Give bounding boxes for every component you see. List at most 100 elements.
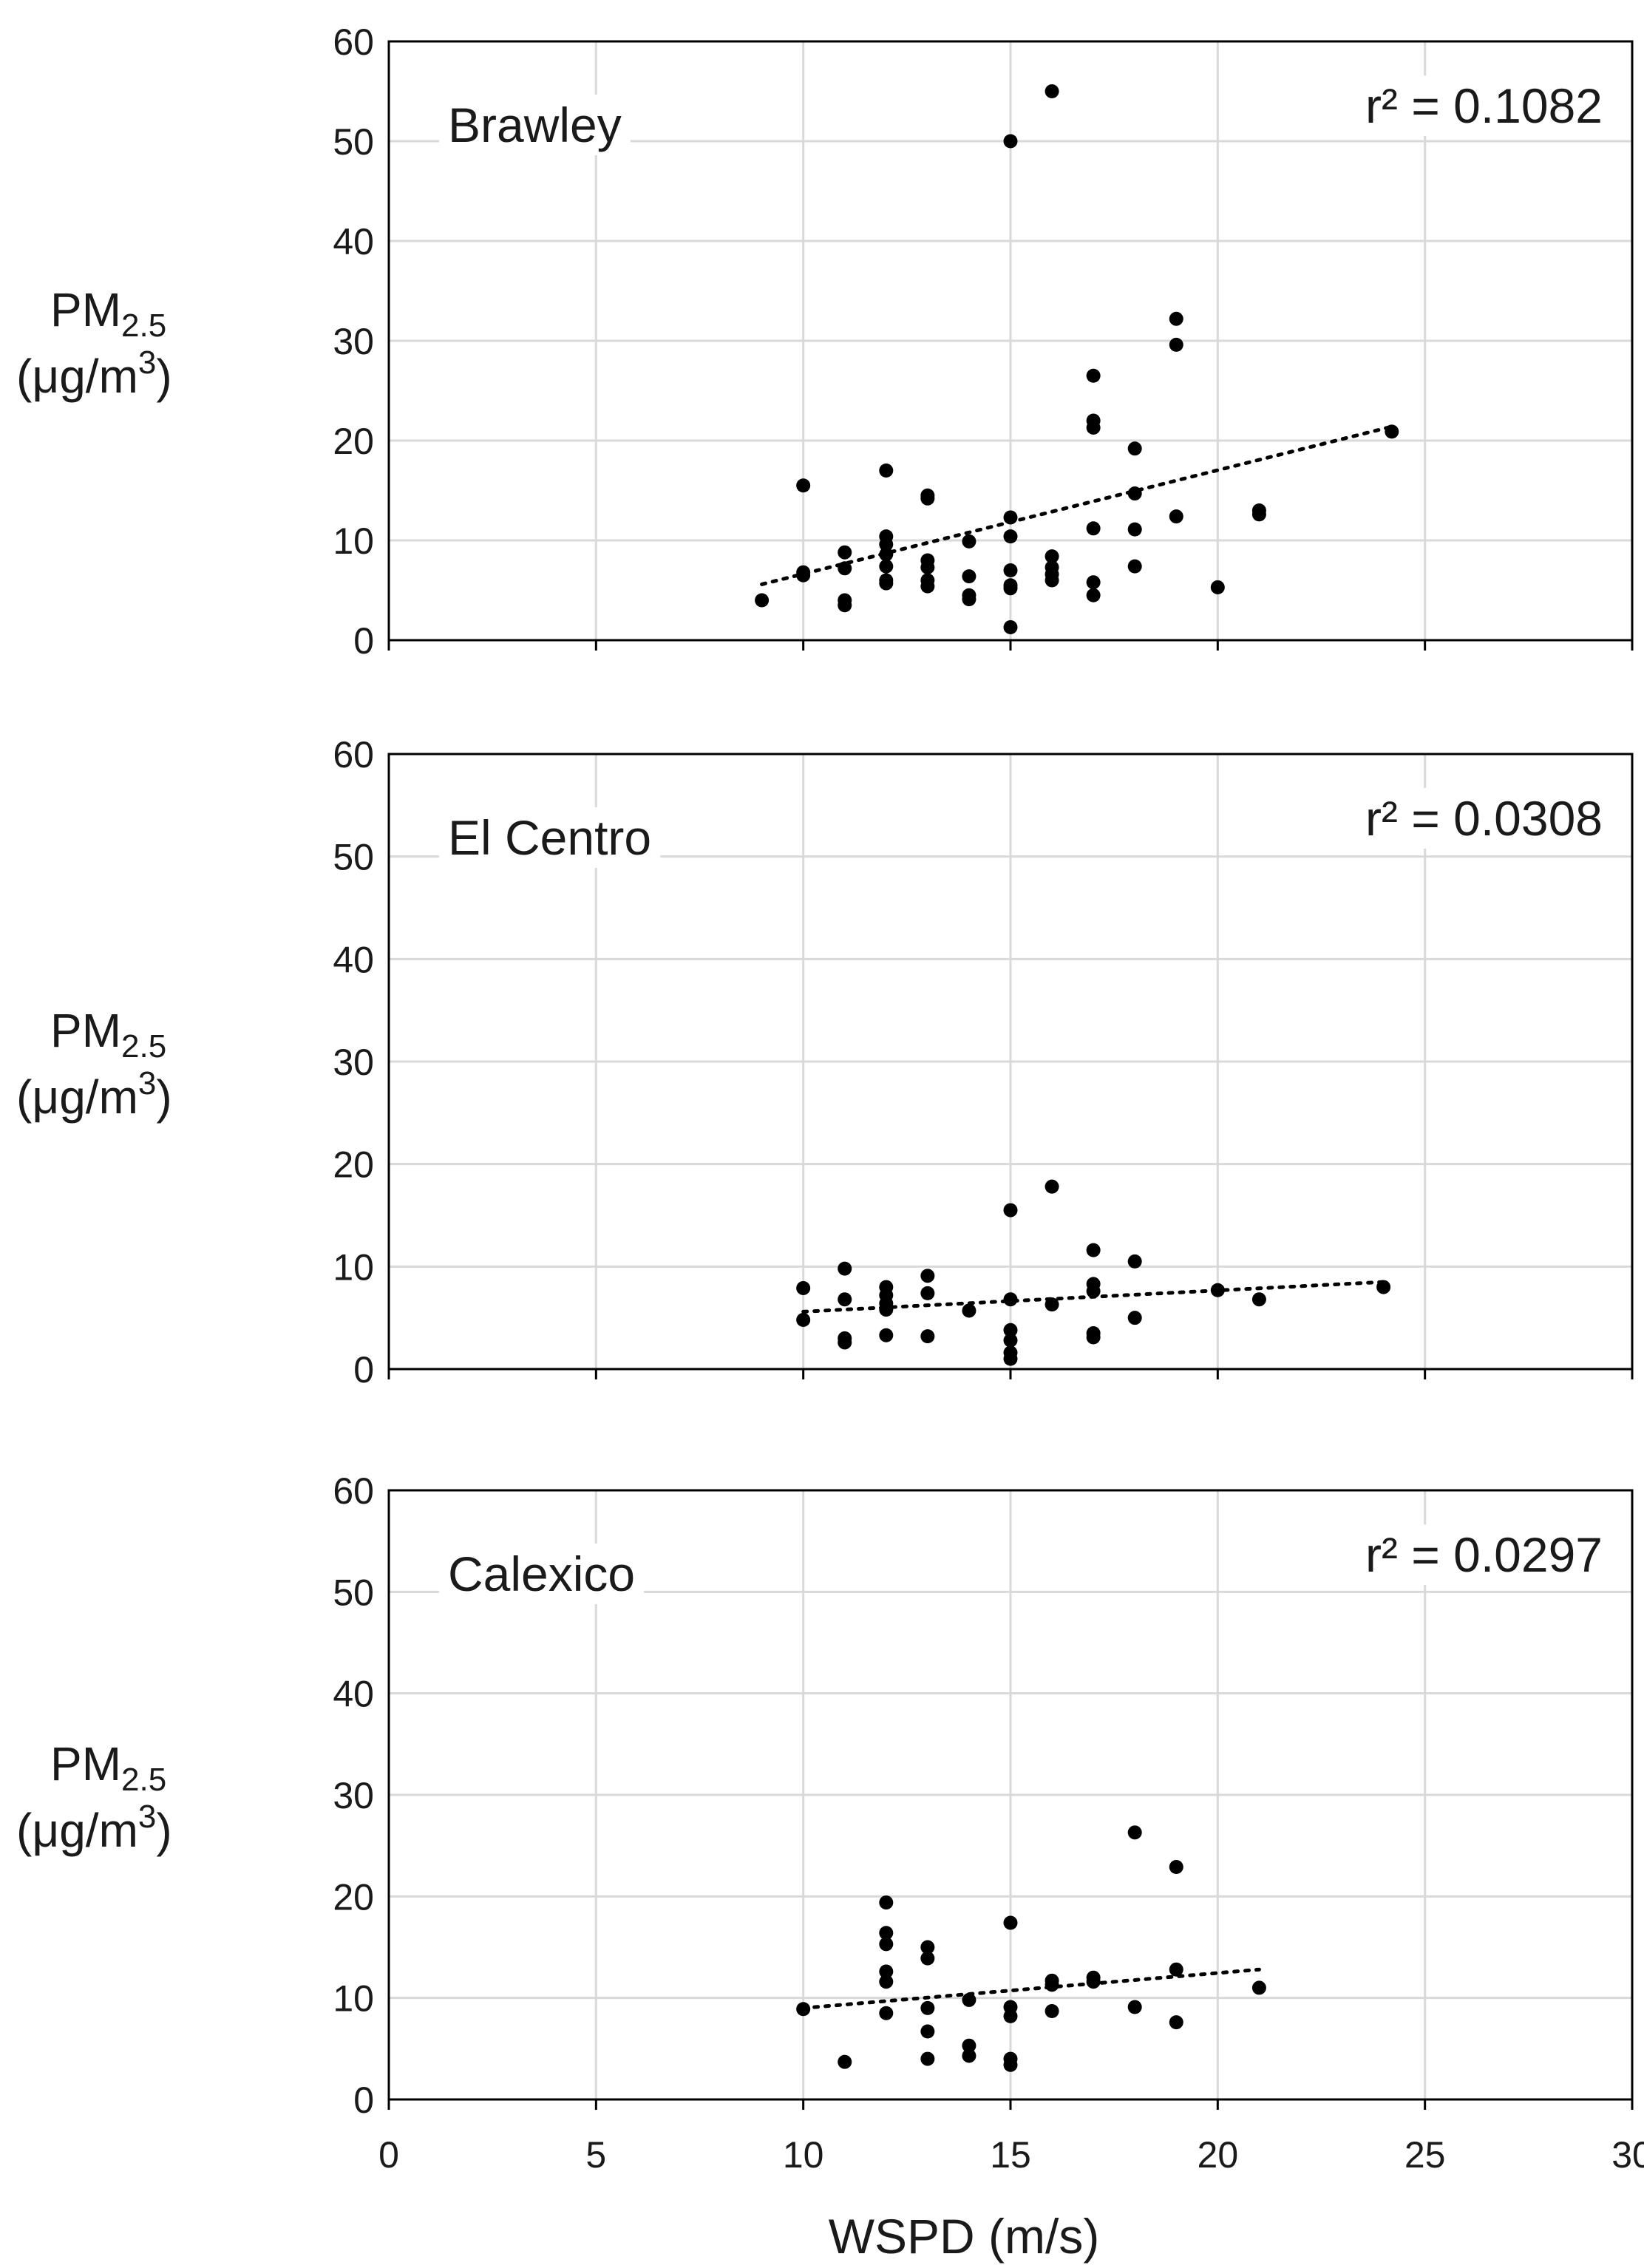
y-tick-label: 60 [333,734,374,775]
data-point [1086,575,1101,590]
data-point [1086,1975,1101,1989]
y-tick-label: 20 [333,1876,374,1918]
y-tick-label: 0 [353,1349,374,1391]
data-point [1127,2000,1142,2014]
r-squared-label: r² = 0.0308 [1365,791,1603,846]
y-axis-unit: (μg/m3) [16,344,172,403]
data-point [1003,1323,1018,1337]
data-point [1086,368,1101,383]
label-background [1356,788,1611,849]
data-point [1086,521,1101,536]
data-point [1045,1179,1059,1194]
data-point [920,560,935,574]
y-tick-label: 30 [333,1042,374,1083]
data-point [796,565,811,580]
data-point [1251,507,1266,522]
data-point [962,534,976,549]
data-point [1045,573,1059,588]
y-tick-label: 0 [353,620,374,662]
data-point [1003,1203,1018,1218]
trend-line [760,424,1394,586]
data-point [1003,2009,1018,2023]
panel-title: El Centro [448,810,651,865]
data-point [962,1303,976,1318]
data-point [879,1964,894,1979]
data-point [879,464,894,478]
data-point [920,579,935,594]
data-point [1251,1980,1266,1995]
y-tick-label: 40 [333,1674,374,1715]
label-background [1356,1524,1611,1585]
panel-title: Brawley [448,98,622,152]
data-point [1086,588,1101,602]
data-point [920,1269,935,1283]
data-point [796,2002,811,2017]
r-squared-label: r² = 0.0297 [1365,1527,1603,1582]
y-tick-label: 50 [333,837,374,878]
plot-frame [387,753,1634,1371]
data-point [838,1335,852,1350]
data-point [1045,84,1059,98]
data-point [838,561,852,576]
data-point [755,593,770,608]
y-tick-label: 10 [333,1246,374,1288]
y-axis-title: PM2.5 [50,1737,166,1798]
data-point [962,2038,976,2053]
data-point [879,547,894,562]
data-point [1003,1351,1018,1366]
data-point [879,537,894,551]
label-background [439,1544,645,1604]
y-tick-label: 10 [333,1978,374,2020]
data-point [920,2000,935,2015]
chart-panel-1: Brawley r² = 0.1082 0 10 20 30 40 50 60 PM2.5(μg/… [16,21,1634,662]
data-point [838,598,852,613]
data-point [920,1940,935,1955]
data-point [920,2024,935,2039]
data-point [1045,1297,1059,1312]
y-tick-label: 60 [333,21,374,63]
plot-frame [387,1489,1634,2101]
data-point [962,2048,976,2063]
data-point [796,1280,811,1295]
data-point [1169,2015,1183,2030]
y-tick-label: 20 [333,421,374,462]
data-point [838,545,852,560]
y-tick-label: 20 [333,1144,374,1186]
data-point [1003,1292,1018,1307]
data-point [796,1312,811,1327]
data-point [879,1328,894,1342]
data-point [920,1951,935,1966]
panel-title: Calexico [448,1546,635,1601]
data-point [1086,1330,1101,1345]
data-point [1127,486,1142,501]
data-point [1003,529,1018,544]
data-point [1045,1977,1059,1992]
data-point [1045,2004,1059,2019]
data-point [1086,1284,1101,1299]
y-axis-unit: (μg/m3) [16,1065,172,1124]
data-point [1169,1962,1183,1977]
y-tick-label: 0 [353,2079,374,2121]
data-point [920,491,935,506]
data-point [838,2054,852,2069]
data-point [962,592,976,607]
y-tick-label: 40 [333,221,374,262]
data-point [1003,581,1018,596]
y-tick-label: 30 [333,1775,374,1816]
data-point [1086,420,1101,435]
data-point [879,1895,894,1910]
y-axis-unit: (μg/m3) [16,1799,172,1857]
x-tick-label: 20 [1198,2134,1239,2176]
data-point [1003,134,1018,149]
x-tick-label: 10 [783,2134,824,2176]
x-tick-label: 0 [378,2134,399,2176]
data-point [879,1937,894,1952]
y-tick-label: 50 [333,1572,374,1613]
x-tick-label: 30 [1611,2134,1644,2176]
x-axis-title: WSPD (m/s) [829,2209,1100,2264]
data-point [879,2006,894,2020]
data-point [796,478,811,493]
x-tick-label: 15 [990,2134,1031,2176]
plot-frame [387,40,1634,642]
